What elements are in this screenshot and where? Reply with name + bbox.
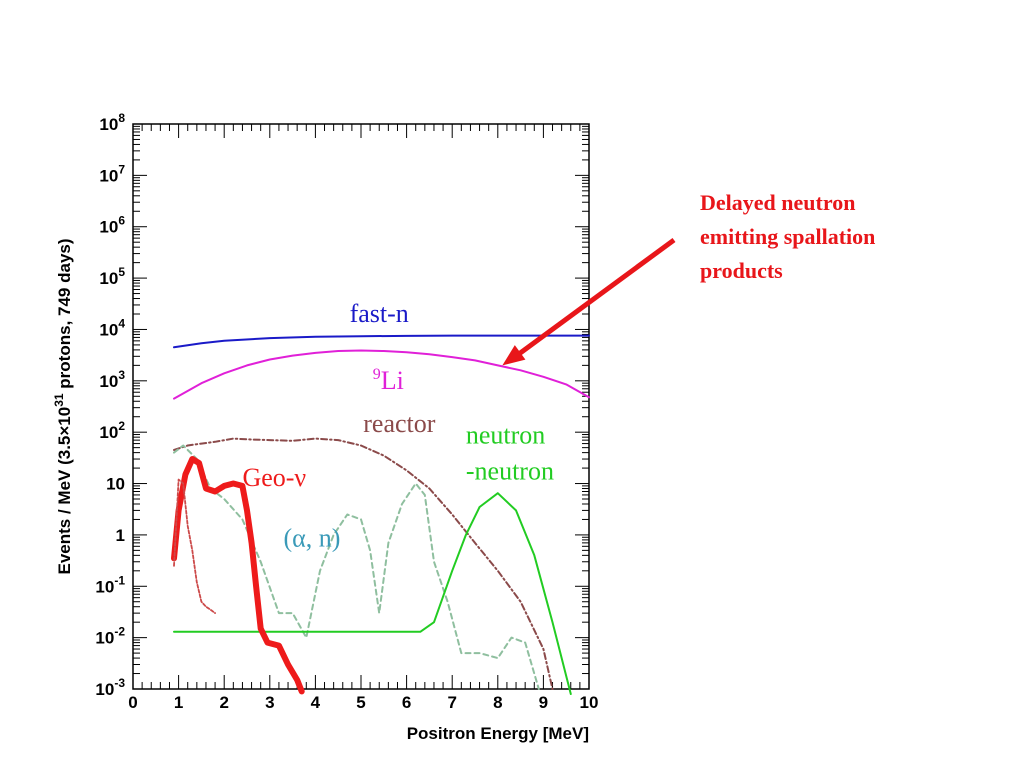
callout-arrow-head bbox=[502, 345, 526, 366]
series-line-neutron-neutron bbox=[173, 492, 572, 695]
x-tick-label: 5 bbox=[356, 693, 365, 712]
curve-label: reactor bbox=[363, 409, 436, 438]
y-tick-label: 102 bbox=[99, 419, 125, 442]
callout-line: emitting spallation bbox=[700, 224, 876, 249]
callout-arrow-shaft bbox=[516, 237, 676, 357]
callout-line: products bbox=[700, 258, 783, 283]
y-tick-label: 107 bbox=[99, 162, 125, 185]
series-line-n bbox=[173, 444, 540, 690]
plot-frame bbox=[132, 123, 590, 690]
y-axis-label: Events / MeV (3.5×1031 protons, 749 days… bbox=[52, 238, 74, 574]
y-tick-label: 10-2 bbox=[95, 625, 125, 648]
y-tick-label: 10 bbox=[106, 475, 125, 494]
x-tick-label: 9 bbox=[539, 693, 548, 712]
tick-marks bbox=[132, 123, 590, 690]
series-line-series-6 bbox=[173, 478, 217, 614]
series-line-fast-n bbox=[173, 334, 590, 349]
series-line-geo bbox=[171, 456, 305, 695]
x-tick-label: 3 bbox=[265, 693, 274, 712]
callout-line: Delayed neutron bbox=[700, 190, 856, 215]
data-series bbox=[171, 334, 590, 695]
x-axis-label: Positron Energy [MeV] bbox=[407, 724, 589, 743]
y-tick-label: 106 bbox=[99, 214, 125, 237]
y-tick-label: 10-3 bbox=[95, 676, 125, 699]
callout-text: Delayed neutron emitting spallation prod… bbox=[700, 186, 1000, 288]
y-tick-label: 108 bbox=[99, 111, 125, 134]
y-tick-label: 103 bbox=[99, 368, 125, 391]
x-tick-label: 1 bbox=[174, 693, 183, 712]
tick-labels: 0 1 2 3 4 5 6 7 8 9 10 10-3 10-2 10-1 1 10 102 103 104 105 1… bbox=[95, 111, 598, 712]
y-tick-label: 105 bbox=[99, 265, 125, 288]
curve-label: fast-n bbox=[350, 299, 409, 328]
y-tick-label: 10-1 bbox=[95, 573, 125, 596]
x-tick-label: 7 bbox=[447, 693, 456, 712]
curve-label: neutron bbox=[466, 421, 545, 450]
curve-label-9li: 9Li bbox=[373, 366, 404, 395]
x-tick-label: 4 bbox=[311, 693, 321, 712]
curve-label: Geo-ν bbox=[242, 463, 306, 492]
curve-label: (α, n) bbox=[283, 523, 340, 552]
plot-axes bbox=[132, 123, 590, 690]
callout-arrow bbox=[502, 237, 676, 366]
y-tick-label: 104 bbox=[99, 316, 125, 339]
series-line-9li bbox=[173, 349, 590, 400]
curve-annotations: fast-n reactor Geo-ν (α, n) neutron -neutron 9… bbox=[242, 299, 554, 552]
x-tick-label: 0 bbox=[128, 693, 137, 712]
x-tick-label: 10 bbox=[580, 693, 599, 712]
y-tick-label: 1 bbox=[116, 526, 125, 545]
x-tick-label: 6 bbox=[402, 693, 411, 712]
curve-label: -neutron bbox=[466, 456, 554, 485]
x-tick-label: 2 bbox=[219, 693, 228, 712]
series-line-reactor bbox=[173, 437, 554, 690]
x-tick-label: 8 bbox=[493, 693, 502, 712]
